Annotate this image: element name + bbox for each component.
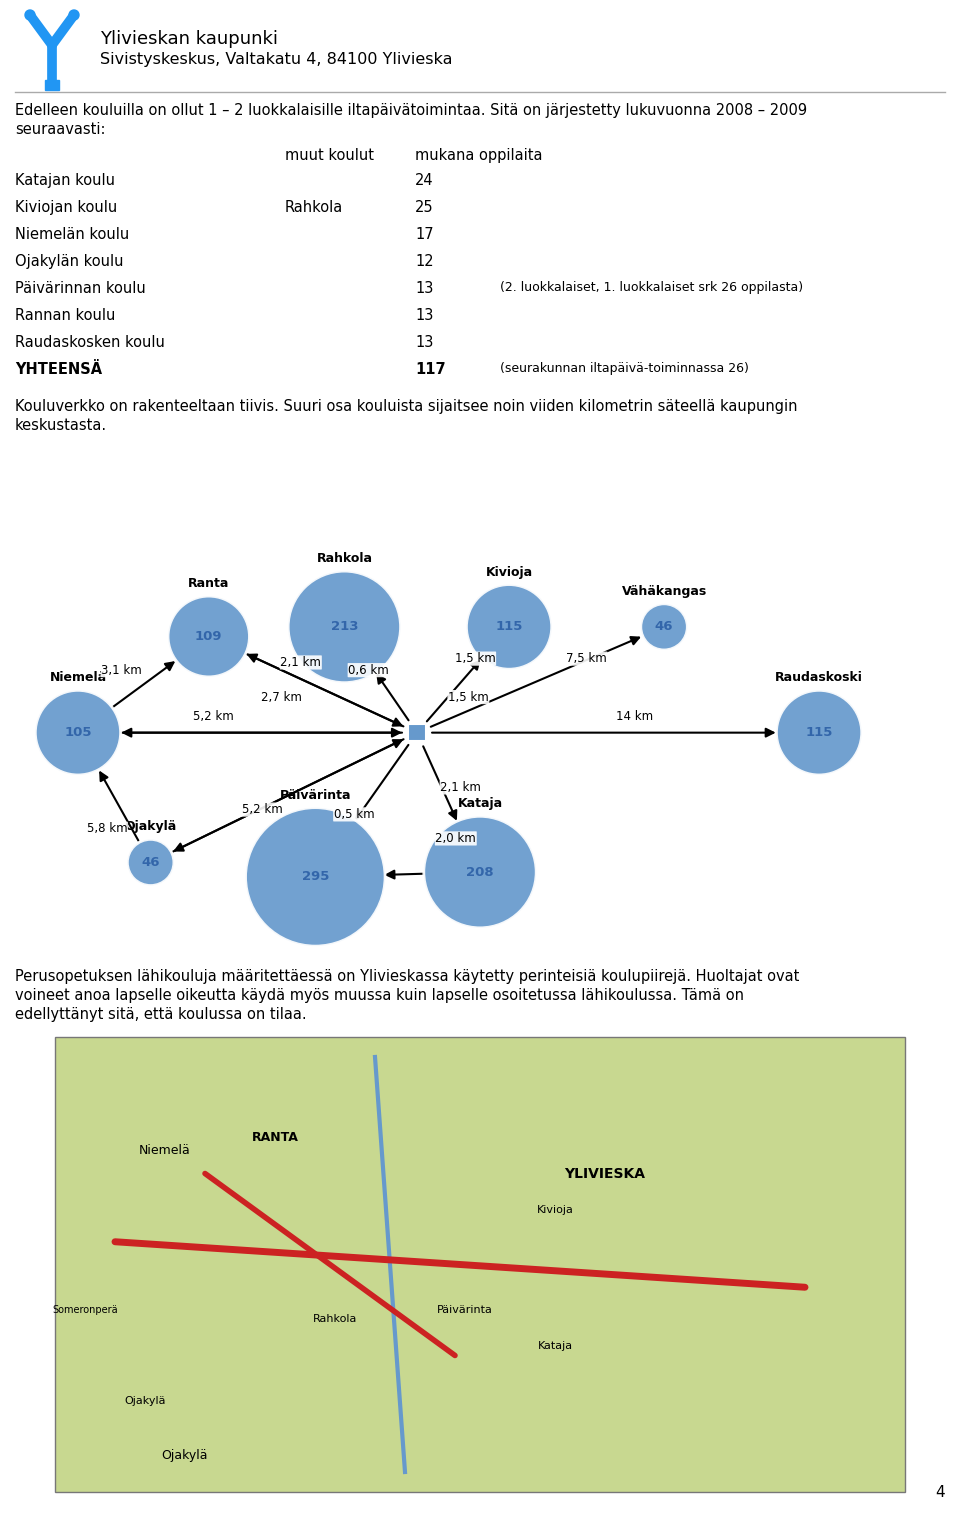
Text: Ylivieskan kaupunki: Ylivieskan kaupunki [100, 30, 278, 49]
Bar [45, 80, 59, 90]
Text: edellyttänyt sitä, että koulussa on tilaa.: edellyttänyt sitä, että koulussa on tila… [15, 1007, 306, 1022]
Text: Kivioja: Kivioja [486, 566, 533, 578]
Text: Ranta: Ranta [188, 576, 229, 590]
Text: 13: 13 [415, 281, 433, 296]
Text: RANTA: RANTA [252, 1130, 299, 1144]
Text: 213: 213 [330, 620, 358, 634]
Text: keskustasta.: keskustasta. [15, 419, 108, 432]
Text: Kiviojan koulu: Kiviojan koulu [15, 200, 117, 215]
Text: Sivistyskeskus, Valtakatu 4, 84100 Ylivieska: Sivistyskeskus, Valtakatu 4, 84100 Ylivi… [100, 52, 452, 67]
Text: Raudaskosken koulu: Raudaskosken koulu [15, 335, 165, 350]
Text: Perusopetuksen lähikouluja määritettäessä on Ylivieskassa käytetty perinteisiä k: Perusopetuksen lähikouluja määritettäess… [15, 969, 800, 985]
Text: seuraavasti:: seuraavasti: [15, 121, 106, 137]
Text: Kivioja: Kivioja [537, 1204, 573, 1215]
Text: 295: 295 [301, 871, 329, 883]
Text: 7,5 km: 7,5 km [566, 652, 607, 664]
Ellipse shape [246, 807, 385, 947]
Text: Päivärinnan koulu: Päivärinnan koulu [15, 281, 146, 296]
Text: Edelleen kouluilla on ollut 1 – 2 luokkalaisille iltapäivätoimintaa. Sitä on jär: Edelleen kouluilla on ollut 1 – 2 luokka… [15, 103, 807, 118]
Text: 0,6 km: 0,6 km [348, 663, 389, 677]
Text: Kataja: Kataja [538, 1341, 572, 1352]
Text: Niemelä: Niemelä [49, 672, 107, 684]
Text: Katajan koulu: Katajan koulu [15, 173, 115, 188]
Bar [55, 1038, 905, 1493]
Text: 17: 17 [415, 228, 434, 243]
Ellipse shape [36, 690, 121, 775]
Text: Raudaskoski: Raudaskoski [775, 672, 863, 684]
Text: (2. luokkalaiset, 1. luokkalaiset srk 26 oppilasta): (2. luokkalaiset, 1. luokkalaiset srk 26… [500, 281, 804, 294]
Text: Ojakylä: Ojakylä [161, 1449, 208, 1462]
Text: 115: 115 [805, 727, 832, 739]
Text: Ojakylä: Ojakylä [125, 821, 177, 833]
Text: 13: 13 [415, 335, 433, 350]
Text: Päivärinta: Päivärinta [437, 1305, 492, 1315]
Ellipse shape [288, 570, 400, 683]
Text: 5,2 km: 5,2 km [242, 802, 282, 816]
Circle shape [25, 11, 35, 20]
Text: 208: 208 [467, 866, 493, 878]
Text: 5,2 km: 5,2 km [193, 710, 234, 722]
Text: Päivärinta: Päivärinta [279, 789, 351, 801]
Ellipse shape [777, 690, 862, 775]
Text: Rahkola: Rahkola [317, 552, 372, 566]
Text: Ojakylä: Ojakylä [124, 1396, 166, 1406]
Text: YLIVIESKA: YLIVIESKA [564, 1167, 645, 1180]
Text: 46: 46 [141, 856, 160, 869]
Text: 46: 46 [655, 620, 673, 634]
Text: 13: 13 [415, 308, 433, 323]
Text: 2,1 km: 2,1 km [441, 781, 481, 793]
Text: Niemelän koulu: Niemelän koulu [15, 228, 130, 243]
Text: Ojakylän koulu: Ojakylän koulu [15, 253, 124, 269]
Text: 4: 4 [935, 1485, 945, 1500]
Text: 12: 12 [415, 253, 434, 269]
Text: 5,8 km: 5,8 km [86, 822, 128, 836]
Text: Kouluverkko on rakenteeltaan tiivis. Suuri osa kouluista sijaitsee noin viiden k: Kouluverkko on rakenteeltaan tiivis. Suu… [15, 399, 798, 414]
Text: 2,1 km: 2,1 km [280, 655, 322, 669]
Bar [408, 724, 425, 742]
Text: 2,0 km: 2,0 km [436, 831, 476, 845]
Ellipse shape [467, 584, 552, 669]
Text: 2,7 km: 2,7 km [261, 690, 301, 704]
Text: 1,5 km: 1,5 km [455, 652, 495, 664]
Ellipse shape [128, 839, 174, 886]
Ellipse shape [641, 604, 687, 649]
Text: 24: 24 [415, 173, 434, 188]
Text: YHTEENSÄ: YHTEENSÄ [15, 363, 102, 378]
Text: muut koulut: muut koulut [285, 149, 374, 162]
Text: (seurakunnan iltapäivä-toiminnassa 26): (seurakunnan iltapäivä-toiminnassa 26) [500, 363, 749, 375]
Text: mukana oppilaita: mukana oppilaita [415, 149, 542, 162]
Text: 117: 117 [415, 363, 445, 378]
Circle shape [69, 11, 79, 20]
Text: 25: 25 [415, 200, 434, 215]
Text: Rannan koulu: Rannan koulu [15, 308, 115, 323]
Text: Niemelä: Niemelä [139, 1144, 191, 1157]
Text: 109: 109 [195, 630, 223, 643]
Text: Kataja: Kataja [457, 798, 503, 810]
Text: 105: 105 [64, 727, 92, 739]
Ellipse shape [168, 596, 250, 677]
Text: 3,1 km: 3,1 km [101, 663, 142, 677]
Text: Rahkola: Rahkola [313, 1314, 357, 1324]
Text: Someronperä: Someronperä [52, 1305, 118, 1315]
Ellipse shape [423, 816, 537, 928]
Text: 14 km: 14 km [616, 710, 654, 722]
Text: 1,5 km: 1,5 km [448, 690, 489, 704]
Text: Vähäkangas: Vähäkangas [621, 586, 707, 598]
Text: Rahkola: Rahkola [285, 200, 344, 215]
Text: 115: 115 [495, 620, 523, 634]
Text: 0,5 km: 0,5 km [334, 809, 374, 821]
Text: voineet anoa lapselle oikeutta käydä myös muussa kuin lapselle osoitetussa lähik: voineet anoa lapselle oikeutta käydä myö… [15, 988, 744, 1003]
